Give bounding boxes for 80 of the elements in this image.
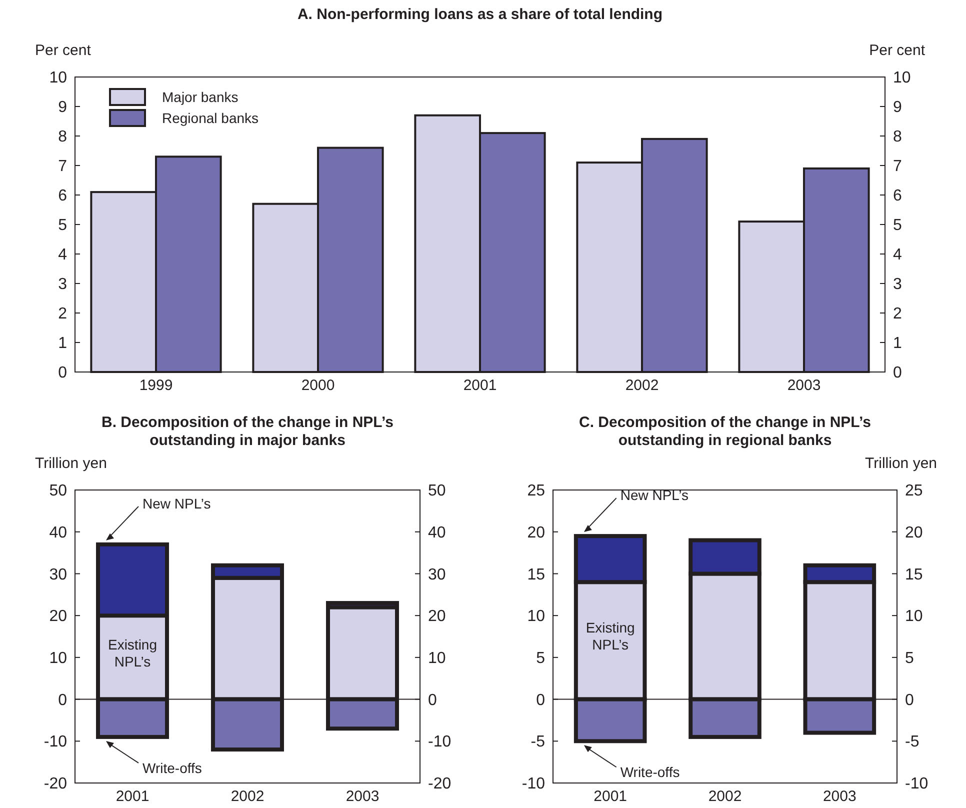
y2-axis-title: Trillion yen [865, 455, 937, 472]
y2-tick-label: -20 [428, 776, 452, 793]
y2-tick-label: 50 [428, 482, 446, 500]
y2-axis-title: Per cent [869, 42, 926, 59]
y2-tick-label: -5 [905, 734, 920, 751]
x-tick-label: 2001 [463, 377, 497, 394]
series-label: Write-offs [620, 764, 680, 780]
y-tick-label: 50 [49, 482, 68, 500]
y-tick-label: 15 [527, 566, 546, 584]
y-axis-title: Trillion yen [35, 455, 107, 472]
y-tick-label: 10 [49, 650, 68, 668]
y2-tick-label: 3 [893, 276, 902, 294]
y-tick-label: 40 [49, 524, 68, 542]
y-tick-label: 3 [58, 276, 68, 294]
y2-tick-label: 9 [893, 99, 902, 116]
y2-tick-label: 4 [893, 246, 902, 264]
y-tick-label: 8 [58, 128, 68, 146]
x-tick-label: 2002 [708, 788, 742, 805]
y-tick-label: 4 [58, 246, 68, 264]
y-tick-label: 10 [527, 608, 546, 626]
y2-tick-label: 10 [893, 70, 911, 87]
y-tick-label: -5 [530, 734, 546, 751]
y-tick-label: 9 [58, 99, 68, 116]
series-label: Existing NPL’s [586, 620, 635, 653]
y2-tick-label: 7 [893, 158, 902, 176]
y-tick-label: 0 [536, 692, 546, 709]
y-tick-label: 5 [58, 217, 68, 234]
y2-tick-label: 15 [905, 566, 923, 584]
x-tick-label: 2002 [230, 788, 264, 805]
series-label: Write-offs [142, 760, 202, 776]
y-tick-label: 7 [58, 158, 68, 176]
y2-tick-label: 1 [893, 335, 902, 352]
y2-tick-label: -10 [428, 734, 452, 751]
chart-title: C. Decomposition of the change in NPL’s outstanding in regional banks [579, 414, 871, 449]
x-tick-label: 2003 [787, 377, 821, 394]
x-tick-label: 2000 [301, 377, 335, 394]
y-tick-label: 5 [536, 650, 546, 668]
x-tick-label: 2001 [594, 788, 628, 805]
y2-tick-label: 20 [428, 608, 446, 626]
x-tick-label: 2002 [625, 377, 659, 394]
y-tick-label: 10 [49, 70, 68, 87]
y2-tick-label: 0 [905, 692, 914, 709]
y-tick-label: 25 [527, 482, 546, 500]
y-tick-label: -10 [44, 734, 68, 751]
chart-title: B. Decomposition of the change in NPL’s outstanding in major banks [102, 414, 394, 449]
y2-tick-label: 8 [893, 128, 902, 146]
y2-tick-label: 10 [905, 608, 923, 626]
y2-tick-label: 25 [905, 482, 923, 500]
y-axis-title: Per cent [35, 42, 92, 59]
x-tick-label: 2003 [822, 788, 856, 805]
chart-title: A. Non-performing loans as a share of total lending [297, 6, 663, 23]
y-tick-label: -10 [522, 776, 546, 793]
y2-tick-label: 30 [428, 566, 446, 584]
y-tick-label: 20 [527, 524, 546, 542]
y-tick-label: 20 [49, 608, 68, 626]
y2-tick-label: 0 [893, 364, 902, 382]
y-tick-label: 30 [49, 566, 68, 584]
y-tick-label: -20 [44, 776, 68, 793]
y2-tick-label: 2 [893, 306, 902, 323]
y-tick-label: 0 [58, 364, 68, 382]
legend-label: Regional banks [162, 110, 259, 126]
y2-tick-label: 5 [893, 217, 902, 234]
series-label: Existing NPL’s [108, 636, 158, 670]
x-tick-label: 2003 [346, 788, 380, 805]
y2-tick-label: 40 [428, 524, 446, 542]
y2-tick-label: 0 [428, 692, 437, 709]
x-tick-label: 2001 [116, 788, 150, 805]
y-tick-label: 6 [58, 188, 68, 205]
text: New NPL’s [620, 487, 689, 504]
y2-tick-label: 5 [905, 650, 914, 668]
y-tick-label: 1 [58, 335, 68, 352]
x-tick-label: 1999 [139, 377, 173, 394]
legend-label: Major banks [162, 89, 238, 105]
y-tick-label: 0 [58, 692, 68, 709]
y-tick-label: 2 [58, 306, 68, 323]
y2-tick-label: 10 [428, 650, 446, 668]
y2-tick-label: 6 [893, 188, 902, 205]
y2-tick-label: 20 [905, 524, 923, 542]
text: New NPL’s [142, 495, 211, 512]
y2-tick-label: -10 [905, 776, 928, 793]
